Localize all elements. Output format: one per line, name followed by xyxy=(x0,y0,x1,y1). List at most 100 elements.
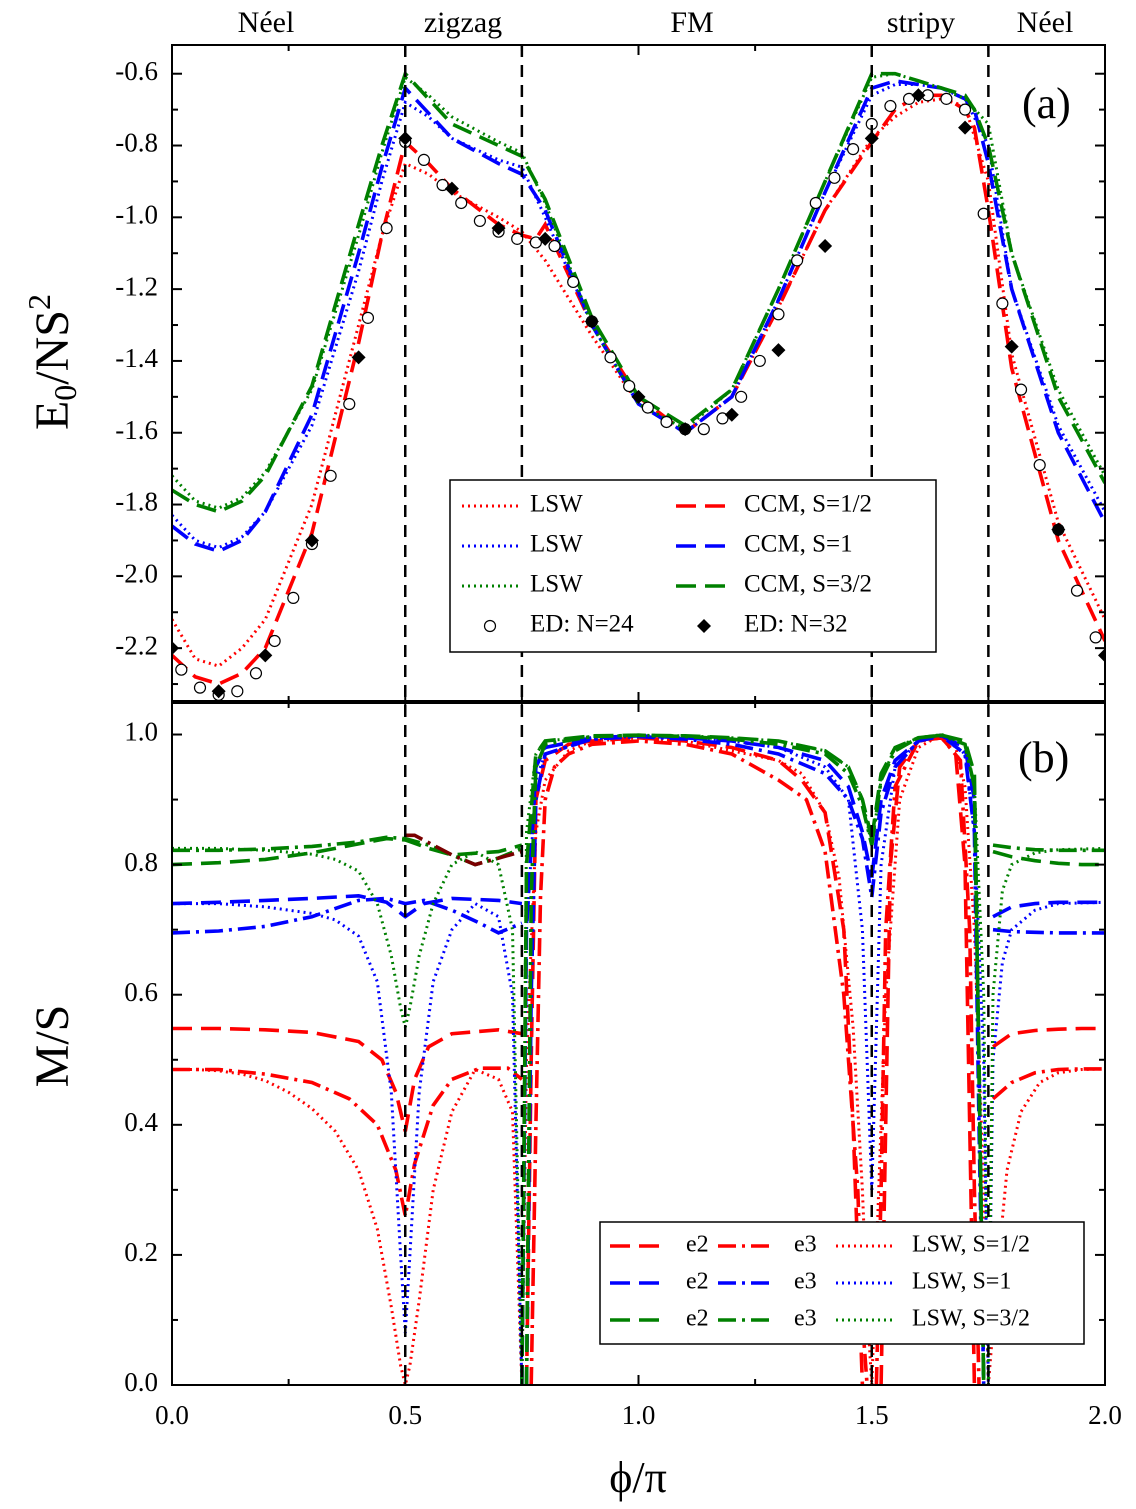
ylabel-sub: 0 xyxy=(47,385,83,401)
y-tick-label: 0.6 xyxy=(124,977,158,1007)
point-ed-n24 xyxy=(791,254,804,267)
point-ed-n24 xyxy=(996,297,1009,310)
y-tick-label: -1.4 xyxy=(115,343,158,373)
point-ed-n24 xyxy=(735,390,748,403)
series-line-e3-s-3-2 xyxy=(992,843,1105,853)
point-ed-n24 xyxy=(958,103,972,116)
point-ed-n32 xyxy=(258,648,273,663)
series-line-dark xyxy=(405,833,523,867)
series-line-lsw-s-3-2 xyxy=(172,846,524,1385)
legend-box xyxy=(449,479,937,653)
point-ed-n24 xyxy=(287,591,300,604)
point-ed-n24 xyxy=(846,143,860,156)
point-ed-n24 xyxy=(343,397,356,411)
point-ed-n32 xyxy=(304,533,319,548)
series-line-e2-s-3-2 xyxy=(992,849,1105,867)
legend-label: LSW, S=1/2 xyxy=(912,1232,1030,1258)
legend-label: ED: N=32 xyxy=(744,611,848,638)
panel-b-letter: (b) xyxy=(1018,733,1069,782)
point-ed-n32 xyxy=(398,131,413,146)
y-tick-label: 0.8 xyxy=(124,847,158,877)
axis-ticks xyxy=(171,45,1106,1386)
legend-label: e3 xyxy=(794,1306,817,1332)
series-line-lsw-s-1 xyxy=(172,901,524,1385)
legend-label: LSW xyxy=(530,491,583,518)
legend-label: LSW, S=3/2 xyxy=(912,1306,1030,1332)
legend-label: LSW xyxy=(530,571,583,598)
point-ed-n32 xyxy=(211,684,226,699)
legend-sample xyxy=(697,619,711,633)
ylabel-sup: 2 xyxy=(21,294,57,310)
series-line-lsw-s-1 xyxy=(870,732,990,1385)
y-tick-label: -1.6 xyxy=(115,415,158,445)
point-ed-n24 xyxy=(1014,383,1028,396)
point-ed-n24 xyxy=(455,196,468,210)
point-ed-n24 xyxy=(473,214,486,228)
x-tick-label: 0.5 xyxy=(388,1400,422,1430)
point-ed-n24 xyxy=(268,634,281,648)
x-tick-label: 1.0 xyxy=(622,1400,656,1430)
legend-label: CCM, S=1/2 xyxy=(744,491,872,518)
y-tick-label: -2.2 xyxy=(115,630,158,660)
phase-label-stripy: stripy xyxy=(887,6,955,39)
series-line-e3-s-1 xyxy=(172,896,523,935)
point-ed-n24 xyxy=(641,401,654,414)
point-ed-n24 xyxy=(324,469,337,482)
point-ed-n32 xyxy=(771,343,786,358)
legend-label: e2 xyxy=(686,1232,709,1258)
point-ed-n24 xyxy=(697,423,710,436)
point-ed-n24 xyxy=(417,153,431,166)
point-ed-n32 xyxy=(444,181,459,196)
series-line-e2-s-1-2 xyxy=(991,1026,1105,1049)
phase-label-fm: FM xyxy=(670,6,713,39)
series-line-lsw-s-1-2 xyxy=(172,1067,524,1385)
point-ed-n32 xyxy=(351,350,366,365)
point-ed-n32 xyxy=(491,221,506,236)
ylabel-mid: /NS xyxy=(26,310,79,385)
legend-label: CCM, S=1 xyxy=(744,531,853,558)
legend-label: e3 xyxy=(794,1232,817,1258)
phase-labels: Néel zigzag FM stripy Néel xyxy=(238,6,1074,39)
phase-label-neel-right: Néel xyxy=(1017,6,1074,39)
point-ed-n24 xyxy=(884,99,897,113)
x-axis-title: ϕ/π xyxy=(609,1453,667,1502)
point-ed-n24 xyxy=(249,667,263,680)
panel-b-y-tick-labels: 0.0 0.2 0.4 0.6 0.8 1.0 xyxy=(124,717,158,1397)
x-tick-label: 2.0 xyxy=(1088,1400,1122,1430)
point-ed-n24 xyxy=(772,308,785,321)
phase-label-neel-left: Néel xyxy=(238,6,295,39)
panel-a-y-axis-title: E0/NS2 xyxy=(21,294,83,430)
y-tick-label: 0.0 xyxy=(124,1367,158,1397)
panel-b-y-axis-title: M/S xyxy=(26,1005,79,1088)
point-ed-n24 xyxy=(1070,584,1084,597)
point-ed-n24 xyxy=(529,236,542,249)
legend-label: LSW, S=1 xyxy=(912,1269,1011,1295)
point-ed-n24 xyxy=(567,275,580,289)
point-ed-n24 xyxy=(604,351,617,364)
point-ed-n24 xyxy=(175,663,188,676)
point-ed-n24 xyxy=(231,685,244,698)
point-ed-n32 xyxy=(864,131,879,146)
series-line-lsw-s-3-2 xyxy=(520,733,874,1385)
point-ed-n24 xyxy=(193,681,207,694)
panel-a-y-tick-labels: -2.2 -2.0 -1.8 -1.6 -1.4 -1.2 -1.0 -0.8 … xyxy=(115,56,158,660)
point-ed-n32 xyxy=(1098,648,1105,663)
point-ed-n32 xyxy=(1051,522,1066,537)
panel-a-curves xyxy=(172,70,1105,701)
point-ed-n32 xyxy=(538,231,553,246)
phase-boundaries xyxy=(404,45,990,1385)
series-line-lsw-s-3-2 xyxy=(986,846,1105,1385)
legend-label: e2 xyxy=(686,1306,709,1332)
y-tick-label: -1.2 xyxy=(115,271,158,301)
series-line-lsw-s-1-2 xyxy=(520,736,874,1385)
legend-label: ED: N=24 xyxy=(530,611,634,638)
x-tick-labels: 0.0 0.5 1.0 1.5 2.0 xyxy=(155,1400,1122,1430)
ylabel-main: E xyxy=(26,401,79,430)
point-ed-n24 xyxy=(940,92,953,105)
y-tick-label: 1.0 xyxy=(124,717,158,747)
point-ed-n32 xyxy=(958,120,973,135)
legend-sample xyxy=(483,619,497,633)
y-tick-label: -1.0 xyxy=(115,200,158,230)
point-ed-n24 xyxy=(361,311,375,324)
panel-b-legend: e2 e3 LSW, S=1/2 e2 e3 LSW, S=1 e2 e3 LSW, S=3/2 xyxy=(599,1221,1085,1345)
